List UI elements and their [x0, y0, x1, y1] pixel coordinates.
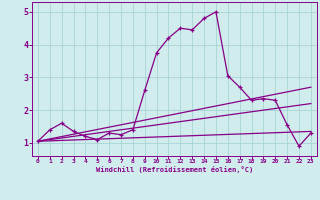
X-axis label: Windchill (Refroidissement éolien,°C): Windchill (Refroidissement éolien,°C) — [96, 166, 253, 173]
